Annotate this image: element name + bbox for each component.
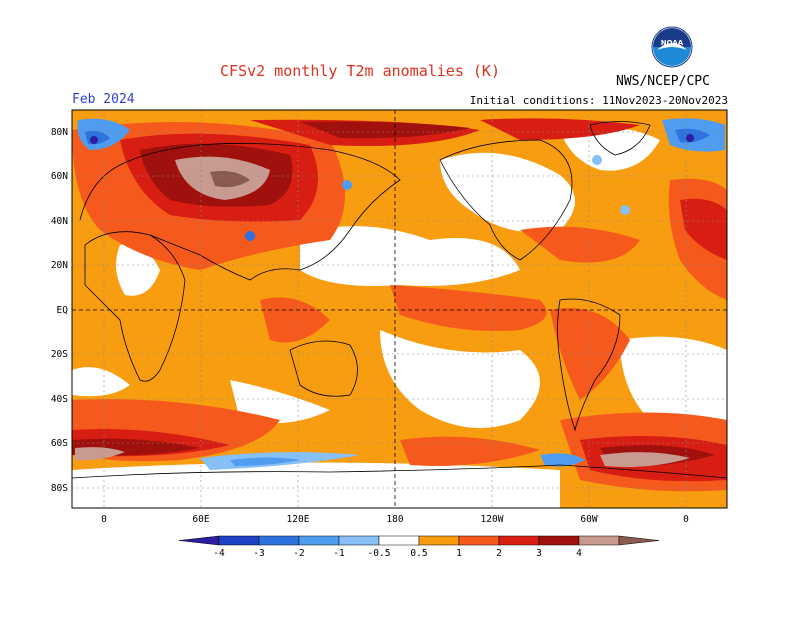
lon-label: 120E bbox=[287, 514, 310, 525]
legend-swatch bbox=[178, 535, 220, 546]
longitude-labels: 0 60E 120E 180 120W 60W 0 bbox=[101, 514, 689, 525]
lon-label: 0 bbox=[101, 514, 107, 525]
lat-label: 60S bbox=[51, 438, 68, 449]
lon-label: 60W bbox=[580, 514, 597, 525]
legend-labels: -4 -3 -2 -1 -0.5 0.5 1 2 3 4 bbox=[213, 548, 582, 559]
lon-label: 180 bbox=[386, 514, 403, 525]
legend-label: 0.5 bbox=[410, 548, 427, 559]
legend-swatch bbox=[498, 535, 540, 546]
lat-label: 20N bbox=[51, 260, 68, 271]
legend-label: -1 bbox=[333, 548, 345, 559]
lat-lon-grid bbox=[72, 110, 727, 508]
lat-label: 80N bbox=[51, 127, 68, 138]
forecast-month: Feb 2024 bbox=[72, 92, 135, 107]
agency-label: NWS/NCEP/CPC bbox=[616, 74, 710, 89]
legend-label: 2 bbox=[496, 548, 502, 559]
legend-swatch bbox=[218, 535, 260, 546]
legend-label: -4 bbox=[213, 548, 225, 559]
lon-label: 120W bbox=[481, 514, 504, 525]
lat-label: 20S bbox=[51, 349, 68, 360]
lat-label: 60N bbox=[51, 171, 68, 182]
legend-label: 3 bbox=[536, 548, 542, 559]
legend-swatch bbox=[418, 535, 460, 546]
legend-swatch bbox=[618, 535, 660, 546]
latitude-labels: 80N 60N 40N 20N EQ 20S 40S 60S 80S bbox=[51, 127, 68, 494]
noaa-logo-text: NOAA bbox=[661, 39, 684, 47]
lat-label: 80S bbox=[51, 483, 68, 494]
noaa-logo: NOAA bbox=[651, 26, 693, 68]
legend-label: -0.5 bbox=[368, 548, 391, 559]
lon-label: 60E bbox=[192, 514, 209, 525]
legend-swatch bbox=[378, 535, 420, 546]
anomaly-field bbox=[72, 110, 727, 508]
initial-conditions: Initial conditions: 11Nov2023-20Nov2023 bbox=[469, 94, 728, 107]
legend-swatch bbox=[258, 535, 300, 546]
equator-dateline bbox=[72, 110, 727, 508]
legend-label: -2 bbox=[293, 548, 304, 559]
legend-label: -3 bbox=[253, 548, 264, 559]
legend-swatch bbox=[338, 535, 380, 546]
map-frame bbox=[71, 109, 728, 509]
legend-swatch bbox=[458, 535, 500, 546]
lat-label: EQ bbox=[57, 305, 69, 316]
map-title: CFSv2 monthly T2m anomalies (K) bbox=[220, 62, 500, 80]
legend-label: 4 bbox=[576, 548, 582, 559]
lat-label: 40S bbox=[51, 394, 68, 405]
color-legend bbox=[178, 535, 660, 546]
legend-swatch bbox=[538, 535, 580, 546]
legend-swatch bbox=[298, 535, 340, 546]
lon-label: 0 bbox=[683, 514, 689, 525]
lat-label: 40N bbox=[51, 216, 68, 227]
legend-swatch bbox=[578, 535, 620, 546]
legend-label: 1 bbox=[456, 548, 462, 559]
